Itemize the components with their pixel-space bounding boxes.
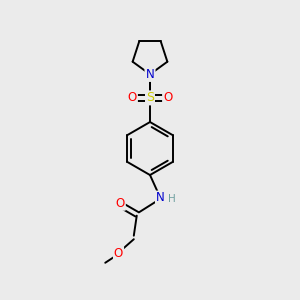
Text: N: N	[156, 191, 165, 205]
Text: N: N	[146, 68, 154, 81]
Text: O: O	[116, 197, 125, 210]
Text: O: O	[128, 92, 137, 104]
Text: O: O	[114, 247, 123, 260]
Text: N: N	[146, 68, 154, 81]
Text: S: S	[146, 92, 154, 104]
Text: O: O	[163, 92, 172, 104]
Text: H: H	[168, 194, 176, 205]
